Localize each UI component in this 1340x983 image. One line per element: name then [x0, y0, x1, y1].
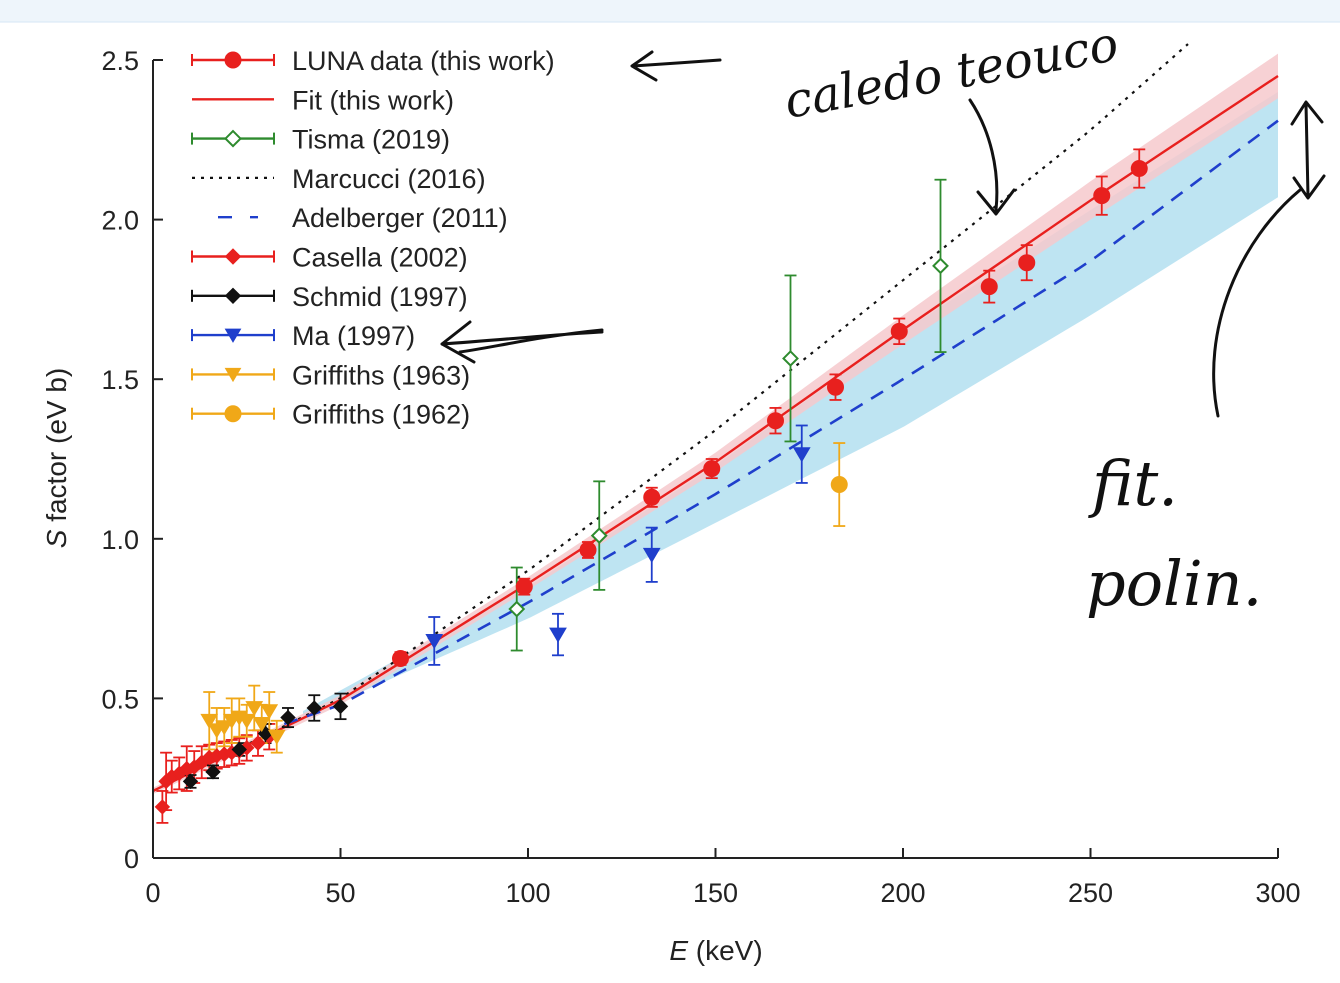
y-tick-label-1: 0.5 [101, 684, 139, 714]
legend-item-griffiths-1963-label: Griffiths (1963) [292, 360, 470, 390]
luna-data-this-work-point-5 [767, 412, 784, 430]
legend-item-griffiths-1963: Griffiths (1963) [191, 360, 470, 390]
x-axis-title: E (keV) [669, 935, 762, 966]
schmid-1997-point-6 [332, 698, 349, 715]
casella-2002-point-0 [154, 799, 171, 815]
legend-item-ma-1997: Ma (1997) [191, 321, 415, 351]
y-axis-variable: S [41, 529, 72, 548]
legend-item-griffiths-1962: Griffiths (1962) [191, 400, 470, 430]
y-tick-label-5: 2.5 [101, 46, 139, 76]
luna-data-this-work-point-11 [1130, 160, 1148, 178]
arrow-to-ma-icon [440, 320, 604, 364]
luna-data-this-work-point-4 [703, 460, 721, 478]
legend-item-schmid-1997-label: Schmid (1997) [292, 282, 468, 312]
legend-item-adelberger-2011: Adelberger (2011) [218, 203, 508, 233]
luna-data-this-work-point-0 [392, 650, 409, 667]
schmid-1997-point-0 [182, 773, 199, 790]
x-tick-label-5: 250 [1068, 878, 1113, 908]
legend-item-fit-this-work-label: Fit (this work) [292, 85, 454, 115]
tisma-2019-point-3 [932, 257, 949, 275]
ma-1997-point-3 [792, 447, 811, 463]
handwritten-annotations: caledo teouco fit. polin. [440, 16, 1326, 620]
legend-item-fit-this-work: Fit (this work) [192, 85, 454, 115]
paper-grid-strip [0, 0, 1340, 23]
y-axis-title: S factor (eV b) [41, 368, 72, 549]
ticks: 0 50 100 150 200 250 300 0 0.5 1.0 1.5 2.0 2.5 [101, 46, 1300, 908]
note-theory: caledo teouco [780, 16, 1122, 130]
note-fit-line-1: fit. [1088, 447, 1178, 520]
double-arrow-band-icon [1290, 100, 1326, 200]
y-tick-label-0: 0 [124, 844, 139, 874]
luna-data-this-work-point-9 [1018, 254, 1036, 272]
legend-item-tisma-2019-label: Tisma (2019) [292, 125, 450, 155]
curve-to-fit-icon [1212, 188, 1302, 418]
legend-item-ma-1997-marker [224, 328, 242, 343]
legend-item-griffiths-1962-label: Griffiths (1962) [292, 400, 470, 430]
griffiths-1963-point-5 [237, 713, 256, 729]
legend-item-luna-data-this-work: LUNA data (this work) [191, 46, 555, 76]
data-markers [154, 160, 1148, 815]
luna-data-this-work-point-8 [980, 278, 998, 296]
x-tick-label-2: 100 [505, 878, 550, 908]
legend-item-marcucci-2016: Marcucci (2016) [192, 164, 486, 194]
y-tick-label-3: 1.5 [101, 365, 139, 395]
x-axis-unit: (keV) [688, 935, 763, 966]
griffiths-1963-point-8 [260, 704, 279, 720]
x-tick-label-3: 150 [693, 878, 738, 908]
legend: LUNA data (this work) Fit (this work) Tism… [191, 46, 555, 430]
legend-item-adelberger-2011-label: Adelberger (2011) [292, 203, 508, 233]
legend-item-luna-data-this-work-label: LUNA data (this work) [292, 46, 555, 76]
legend-item-casella-2002: Casella (2002) [191, 243, 468, 273]
griffiths-1963-point-6 [245, 701, 264, 717]
luna-data-this-work-point-10 [1093, 187, 1111, 205]
schmid-1997-point-4 [280, 709, 296, 726]
ma-1997-point-0 [425, 634, 444, 650]
schmid-1997-point-5 [306, 700, 322, 716]
legend-item-schmid-1997-marker [224, 287, 242, 305]
legend-item-schmid-1997: Schmid (1997) [191, 282, 468, 312]
luna-data-this-work-point-1 [515, 578, 533, 596]
luna-data-this-work-point-3 [643, 488, 661, 506]
x-axis-variable: E [669, 935, 688, 966]
tisma-2019-point-1 [590, 527, 608, 545]
uncertainty-bands [153, 53, 1278, 795]
schmid-1997-point-1 [205, 764, 221, 780]
legend-item-casella-2002-marker [224, 248, 242, 265]
y-tick-label-4: 2.0 [101, 206, 139, 236]
luna-data-this-work-point-6 [827, 378, 844, 396]
tisma-2019-point-0 [508, 600, 526, 618]
luna-data-this-work-point-2 [579, 541, 597, 559]
legend-item-griffiths-1962-marker [224, 405, 242, 423]
note-fit-line-2: polin. [1086, 547, 1262, 620]
x-tick-label-0: 0 [145, 878, 160, 908]
legend-item-tisma-2019-marker [224, 129, 242, 148]
ma-1997-point-1 [549, 627, 567, 643]
griffiths-1963-point-2 [215, 720, 234, 736]
griffiths-1963-point-0 [200, 713, 219, 729]
legend-item-griffiths-1963-marker [224, 367, 242, 383]
schmid-1997-point-2 [231, 741, 247, 758]
legend-item-casella-2002-label: Casella (2002) [292, 243, 468, 273]
luna-data-this-work-point-7 [890, 322, 908, 340]
x-tick-label-4: 200 [880, 878, 925, 908]
griffiths-1963-point-9 [267, 729, 286, 745]
legend-item-ma-1997-label: Ma (1997) [292, 321, 415, 351]
y-tick-label-2: 1.0 [101, 525, 139, 555]
x-tick-label-1: 50 [325, 878, 355, 908]
legend-item-marcucci-2016-label: Marcucci (2016) [292, 164, 486, 194]
griffiths-1962-point-0 [830, 476, 848, 494]
arrow-to-luna-icon [630, 50, 722, 82]
line-marcucci-2016 [152, 43, 1189, 792]
x-tick-label-6: 300 [1255, 878, 1300, 908]
casella-2002-point-13 [250, 735, 266, 751]
y-axis-unit: factor (eV b) [41, 368, 72, 530]
legend-item-tisma-2019: Tisma (2019) [191, 125, 450, 155]
griffiths-1963-point-7 [252, 717, 271, 733]
legend-item-luna-data-this-work-marker [224, 51, 242, 69]
arrow-to-marcucci-icon [968, 98, 1016, 216]
ma-1997-point-2 [642, 547, 661, 563]
tisma-2019-point-2 [782, 350, 799, 367]
